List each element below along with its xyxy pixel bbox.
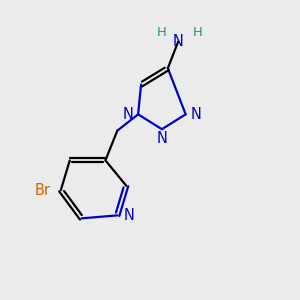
Text: Br: Br — [35, 183, 51, 198]
Text: H: H — [193, 26, 202, 39]
Text: N: N — [173, 34, 184, 49]
Text: N: N — [157, 131, 167, 146]
Text: H: H — [157, 26, 167, 39]
Text: N: N — [190, 107, 202, 122]
Text: N: N — [122, 107, 133, 122]
Text: N: N — [124, 208, 135, 223]
